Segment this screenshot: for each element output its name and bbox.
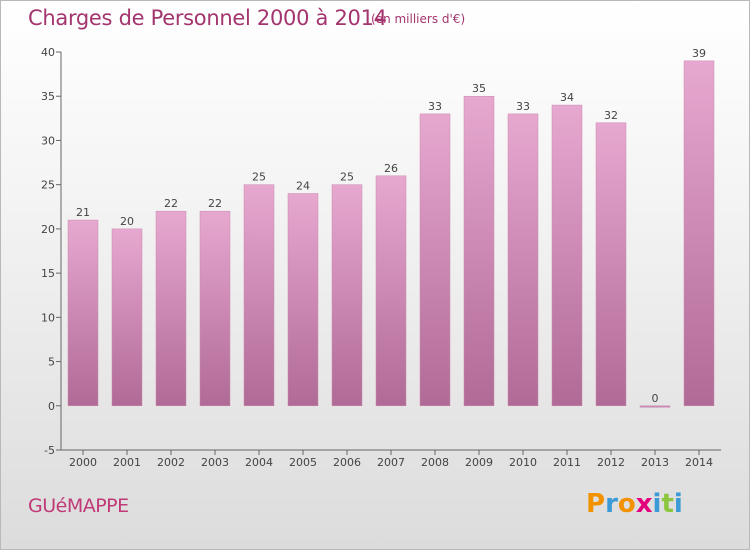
y-tick-label: 15: [41, 267, 55, 280]
data-label-2012: 32: [604, 109, 618, 122]
data-label-2008: 33: [428, 100, 442, 113]
x-tick-label: 2007: [377, 456, 405, 469]
bar-2004: [243, 184, 275, 407]
y-tick-label: 30: [41, 134, 55, 147]
bar-2008: [419, 113, 451, 407]
bar-2000: [67, 219, 99, 407]
bar-2001: [111, 228, 143, 407]
y-tick-label: 0: [48, 400, 55, 413]
data-label-2010: 33: [516, 100, 530, 113]
x-tick-label: 2005: [289, 456, 317, 469]
commune-name: GUéMAPPE: [28, 495, 129, 517]
logo-letter: x: [635, 489, 653, 519]
bar-2009: [463, 95, 495, 407]
bar-2003: [199, 210, 231, 407]
logo-letter: r: [605, 489, 618, 519]
x-tick-label: 2013: [641, 456, 669, 469]
logo-letter: i: [652, 489, 662, 519]
x-tick-label: 2001: [113, 456, 141, 469]
bar-2007: [375, 175, 407, 407]
data-label-2000: 21: [76, 206, 90, 219]
y-tick-label: 5: [48, 356, 55, 369]
data-label-2014: 39: [692, 47, 706, 60]
data-label-2005: 24: [296, 180, 310, 193]
y-tick-label: 20: [41, 223, 55, 236]
bar-2014: [683, 60, 715, 407]
data-label-2013: 0: [652, 392, 659, 405]
y-tick-label: 25: [41, 179, 55, 192]
x-tick-label: 2008: [421, 456, 449, 469]
x-tick-label: 2004: [245, 456, 273, 469]
x-tick-label: 2003: [201, 456, 229, 469]
logo-letter: i: [673, 489, 683, 519]
logo-letter: t: [661, 489, 674, 519]
x-tick-label: 2000: [69, 456, 97, 469]
chart-subtitle: (en milliers d'€): [371, 12, 466, 26]
y-tick-label: -5: [44, 444, 55, 457]
data-label-2006: 25: [340, 171, 354, 184]
bar-2012: [595, 122, 627, 407]
x-tick-label: 2014: [685, 456, 713, 469]
data-label-2003: 22: [208, 197, 222, 210]
data-label-2011: 34: [560, 91, 574, 104]
data-label-2001: 20: [120, 215, 134, 228]
bar-2006: [331, 184, 363, 407]
x-tick-label: 2002: [157, 456, 185, 469]
data-label-2004: 25: [252, 171, 266, 184]
bar-2005: [287, 193, 319, 407]
bar-2011: [551, 104, 583, 407]
logo-letter: P: [586, 489, 606, 519]
bar-2002: [155, 210, 187, 407]
chart-title: Charges de Personnel 2000 à 2014: [28, 6, 387, 30]
y-tick-label: 35: [41, 90, 55, 103]
bar-2010: [507, 113, 539, 407]
x-tick-label: 2006: [333, 456, 361, 469]
x-tick-label: 2009: [465, 456, 493, 469]
x-tick-label: 2010: [509, 456, 537, 469]
x-tick-label: 2011: [553, 456, 581, 469]
data-label-2007: 26: [384, 162, 398, 175]
bars: [67, 60, 715, 408]
data-label-2002: 22: [164, 197, 178, 210]
data-label-2009: 35: [472, 82, 486, 95]
bar-2013: [639, 405, 671, 408]
proxiti-logo[interactable]: Proxiti: [586, 489, 683, 519]
y-tick-label: 40: [41, 46, 55, 59]
data-labels: 21 20 22 22 25 24 25 26 33 35 33 34 32 0 39: [76, 47, 706, 405]
logo-letter: o: [617, 489, 636, 519]
axes: -5 0 5 10 15 20 25 30 35 40 2000 2001 2002 2003 2004 20…: [41, 46, 721, 469]
y-tick-label: 10: [41, 311, 55, 324]
x-tick-label: 2012: [597, 456, 625, 469]
